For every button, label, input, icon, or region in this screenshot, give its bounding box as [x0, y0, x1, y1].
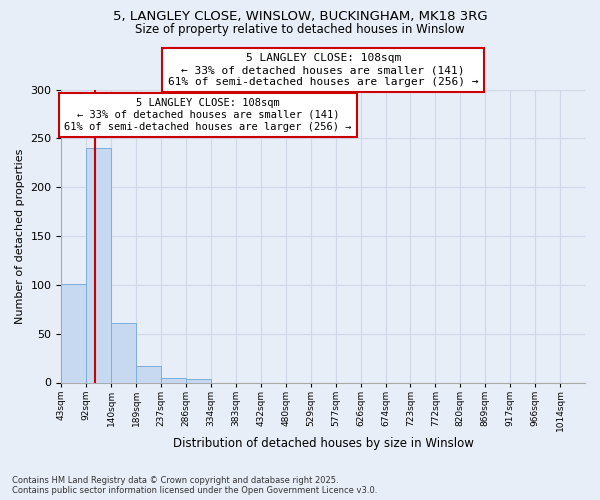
- Bar: [161, 378, 186, 382]
- Text: 5 LANGLEY CLOSE: 108sqm
← 33% of detached houses are smaller (141)
61% of semi-d: 5 LANGLEY CLOSE: 108sqm ← 33% of detache…: [168, 54, 478, 86]
- Text: 5, LANGLEY CLOSE, WINSLOW, BUCKINGHAM, MK18 3RG: 5, LANGLEY CLOSE, WINSLOW, BUCKINGHAM, M…: [113, 10, 487, 23]
- Bar: [111, 323, 136, 382]
- Bar: [136, 366, 161, 382]
- Text: 5 LANGLEY CLOSE: 108sqm
← 33% of detached houses are smaller (141)
61% of semi-d: 5 LANGLEY CLOSE: 108sqm ← 33% of detache…: [64, 98, 352, 132]
- Text: Size of property relative to detached houses in Winslow: Size of property relative to detached ho…: [135, 22, 465, 36]
- Text: Contains HM Land Registry data © Crown copyright and database right 2025.
Contai: Contains HM Land Registry data © Crown c…: [12, 476, 377, 495]
- Bar: [61, 284, 86, 382]
- Y-axis label: Number of detached properties: Number of detached properties: [15, 148, 25, 324]
- Bar: [186, 378, 211, 382]
- Bar: [86, 148, 111, 382]
- X-axis label: Distribution of detached houses by size in Winslow: Distribution of detached houses by size …: [173, 437, 473, 450]
